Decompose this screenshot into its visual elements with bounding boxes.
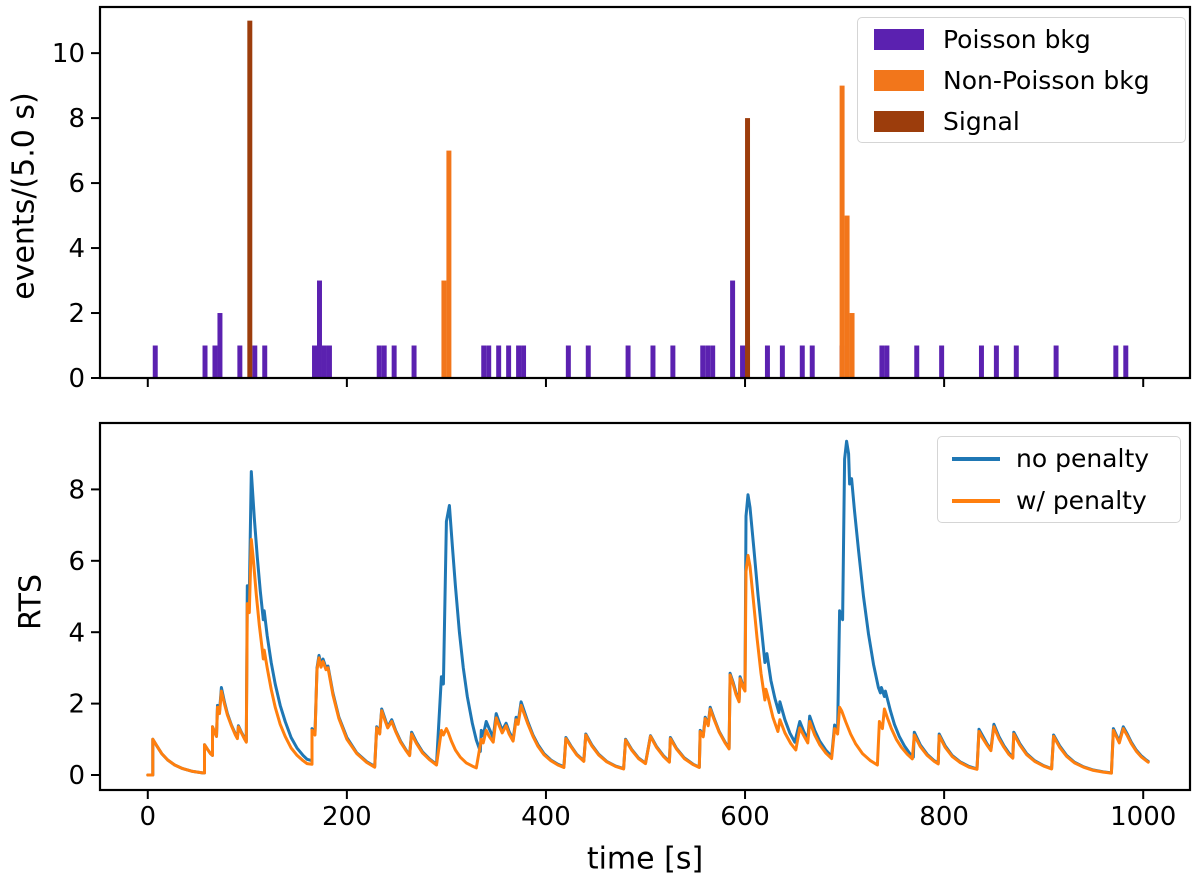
y-tick-label: 10 [52,39,85,69]
histogram-bar [391,345,397,378]
w-penalty-line-swatch [952,498,1000,503]
histogram-bar [884,345,890,378]
histogram-bar [441,280,447,378]
bar-series [441,85,855,378]
y-tick-label: 4 [68,618,85,648]
histogram-bar [252,345,258,378]
histogram-bar [565,345,571,378]
histogram-bar [993,345,999,378]
histogram-bar [914,345,920,378]
histogram-bar [376,345,382,378]
histogram-bar [939,345,945,378]
x-tick-label: 0 [140,802,157,832]
no-penalty-label: no penalty [1016,444,1150,473]
events-histogram: 0 2 4 6 8 10 [52,5,1192,394]
histogram-bar [247,20,253,379]
histogram-bar [486,345,492,378]
histogram-bar [411,345,417,378]
histogram-bar [481,345,487,378]
legend-item-nonpoisson-bkg: Non-Poisson bkg [858,60,1185,101]
histogram-bar [700,345,706,378]
histogram-bar [496,345,502,378]
x-tick-label: 400 [521,802,571,832]
histogram-bar [764,345,770,378]
histogram-bar [212,345,218,378]
histogram-bar [237,345,243,378]
histogram-bar [317,280,322,378]
histogram-bar [521,345,527,378]
histogram-bar [809,345,815,378]
histogram-bar [312,345,318,378]
x-tick-label: 600 [720,802,770,832]
bar-series [247,20,751,379]
histogram-bar [730,280,736,378]
axes-spines [98,5,1192,380]
rts-legend: no penalty w/ penalty [937,436,1181,523]
histogram-bar [799,345,805,378]
histogram-bar [262,345,268,378]
w-penalty-line [146,537,1150,777]
histogram-bar [516,345,522,378]
x-tick-label: 200 [322,802,372,832]
histogram-bar [381,345,387,378]
histogram-bar [670,345,676,378]
histogram-bar [710,345,716,378]
y-tick-label: 0 [68,364,85,394]
legend-item-poisson-bkg: Poisson bkg [858,19,1185,60]
nonpoisson-bkg-swatch [874,69,924,91]
signal-label: Signal [943,106,1020,136]
x-tick-label: 1000 [1110,802,1176,832]
histogram-bar [1123,345,1129,378]
bottom-ylabel: RTS [13,573,49,631]
top-ylabel: events/(5.0 s) [6,92,42,300]
histogram-bar [745,118,751,379]
histogram-bar [1113,345,1119,378]
y-tick-label: 2 [68,299,85,329]
histogram-bar [849,313,855,378]
y-tick-label: 2 [68,690,85,720]
histogram-bar [978,345,984,378]
y-tick-label: 8 [68,476,85,506]
histogram-bar [506,345,512,378]
histogram-bar [152,345,158,378]
y-tick-label: 4 [68,234,85,264]
histogram-bar [585,345,591,378]
histogram-bar [1053,345,1059,378]
legend-item-signal: Signal [858,101,1185,142]
histogram-bar [321,345,327,378]
histogram-bar [202,345,208,378]
x-tick-label: 800 [919,802,969,832]
w-penalty-label: w/ penalty [1016,486,1147,515]
poisson-bkg-label: Poisson bkg [943,24,1091,54]
legend-item-w-penalty: w/ penalty [938,480,1180,522]
nonpoisson-bkg-label: Non-Poisson bkg [943,65,1150,95]
histogram-bar [625,345,631,378]
rts-chart: 0 200 400 600 800 1000 0 2 4 6 8 [68,421,1192,832]
histogram-legend: Poisson bkg Non-Poisson bkg Signal [857,17,1186,143]
y-tick-label: 6 [68,547,85,577]
poisson-bkg-swatch [874,28,924,50]
histogram-bar [740,345,746,378]
histogram-bar [839,85,845,378]
histogram-bar [879,345,885,378]
histogram-bar [844,215,850,378]
histogram-bar [217,313,223,378]
no-penalty-line-swatch [952,456,1000,461]
histogram-bar [326,345,332,378]
x-axis-label: time [s] [586,841,704,877]
axes-spines [98,421,1192,792]
bar-series [152,280,1129,378]
histogram-bar [779,345,785,378]
y-tick-label: 6 [68,169,85,199]
y-tick-label: 8 [68,104,85,134]
histogram-bar [1013,345,1019,378]
histogram-bar [650,345,656,378]
y-tick-label: 0 [68,761,85,791]
signal-swatch [874,110,924,132]
histogram-bar [446,150,452,378]
histogram-bar [705,345,711,378]
legend-item-no-penalty: no penalty [938,438,1180,480]
